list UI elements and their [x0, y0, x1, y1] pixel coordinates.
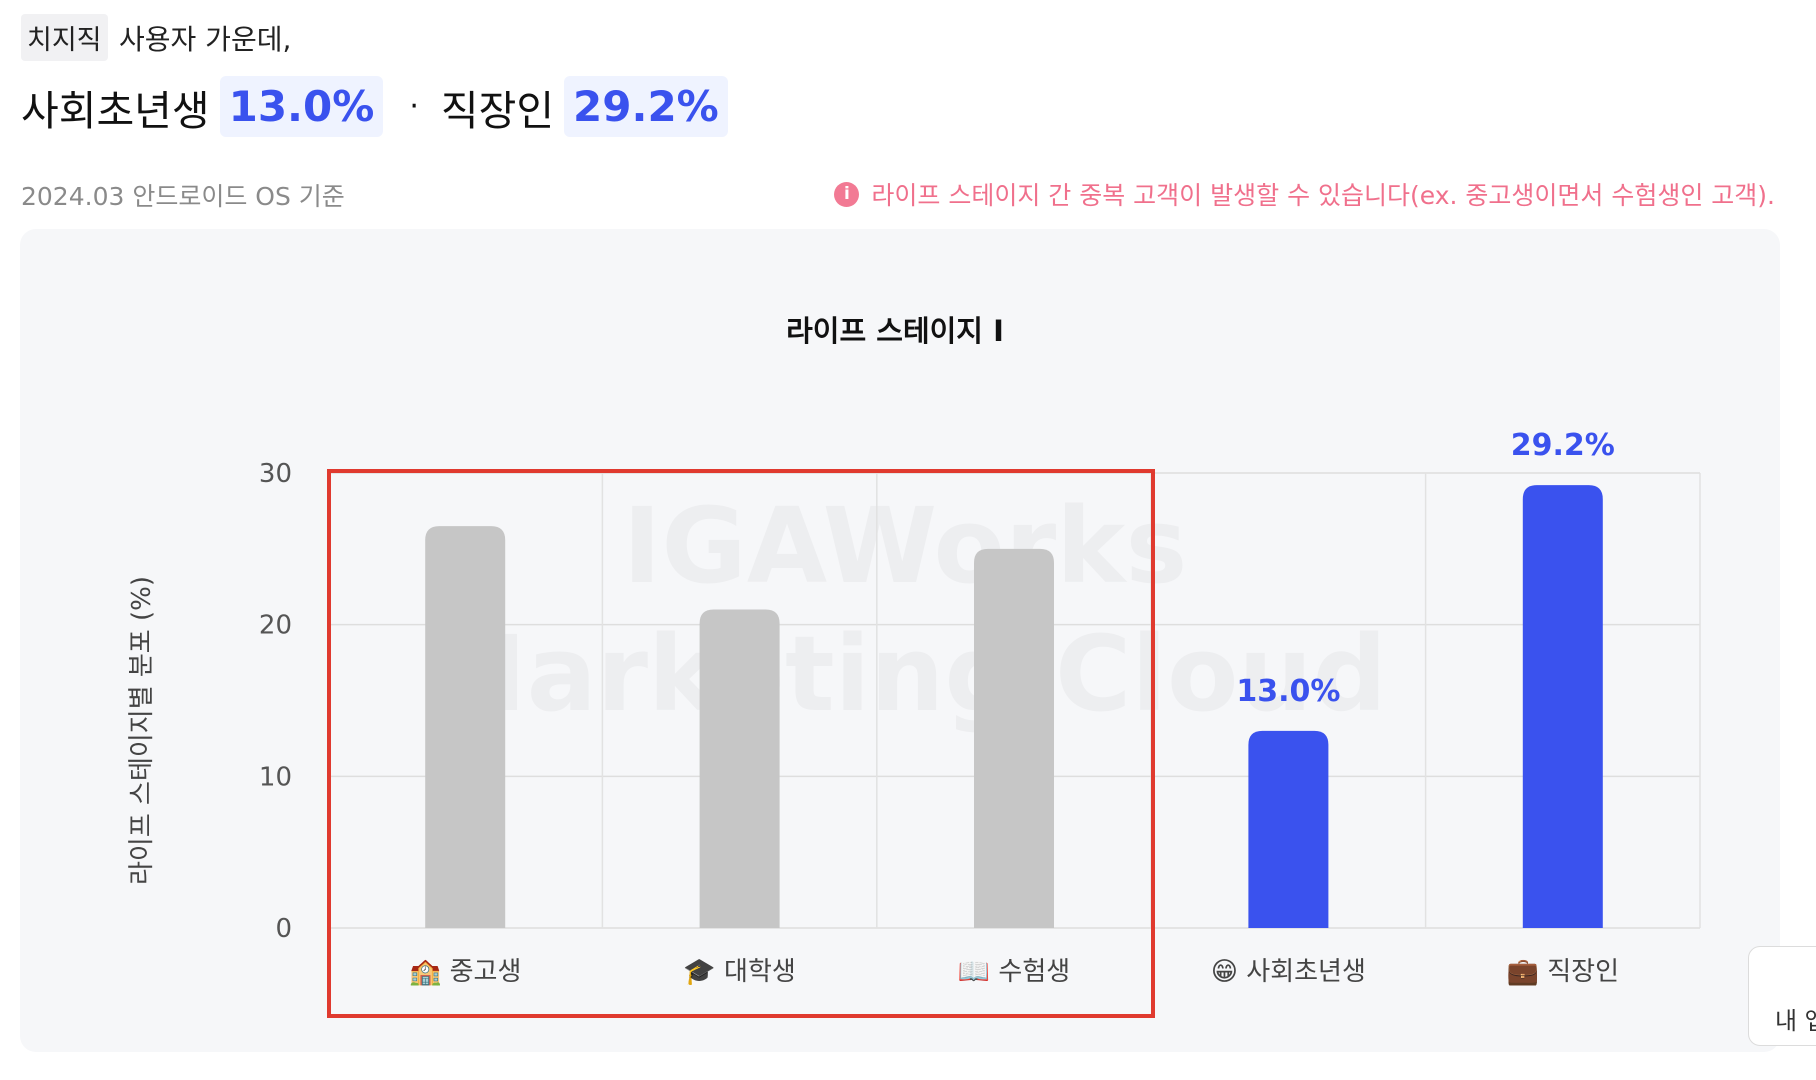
bar — [425, 526, 506, 928]
chart-card — [20, 229, 1780, 1052]
basis-text: 2024.03 안드로이드 OS 기준 — [21, 182, 345, 211]
my-app-widget[interactable]: 내 앱 — [1748, 946, 1816, 1046]
notice: i 라이프 스테이지 간 중복 고객이 발생할 수 있습니다(ex. 중고생이면… — [834, 176, 1775, 212]
x-category-label: 💼 직장인 — [1507, 957, 1619, 987]
highlight1-value: 13.0% — [219, 76, 384, 137]
bar — [699, 609, 780, 928]
info-icon: i — [834, 181, 860, 207]
my-app-widget-label: 내 앱 — [1775, 1007, 1816, 1035]
y-tick-label: 20 — [259, 611, 292, 641]
y-tick-label: 0 — [275, 914, 292, 944]
bar — [1248, 730, 1329, 928]
headline-separator: · — [409, 89, 419, 124]
bar — [1522, 485, 1603, 928]
highlight2-value: 29.2% — [564, 76, 728, 137]
highlight2-label: 직장인 — [440, 86, 555, 135]
bar-data-label: 29.2% — [1511, 428, 1615, 463]
y-tick-label: 10 — [259, 762, 292, 792]
y-axis-label: 라이프 스테이지별 분포 (%) — [127, 576, 157, 885]
x-category-label: 🏫 중고생 — [409, 957, 521, 987]
x-category-label: 🎓 대학생 — [683, 957, 795, 987]
highlight-box — [327, 469, 1155, 1018]
highlight1-label: 사회초년생 — [21, 86, 210, 135]
intro-text: 사용자 가운데, — [119, 23, 292, 56]
app-name-tag: 치지직 — [21, 14, 108, 61]
watermark-line1: IGAWorks — [623, 485, 1188, 607]
bar — [974, 548, 1054, 928]
chart-title: 라이프 스테이지 I — [786, 314, 1004, 348]
headline: 사회초년생 13.0% · 직장인 29.2% — [21, 76, 738, 137]
notice-text: 라이프 스테이지 간 중복 고객이 발생할 수 있습니다(ex. 중고생이면서 … — [871, 181, 1775, 210]
y-tick-label: 30 — [259, 459, 292, 489]
bar-data-label: 13.0% — [1236, 674, 1340, 709]
x-category-label: 📖 수험생 — [958, 957, 1070, 987]
x-category-label: 😁 사회초년생 — [1211, 957, 1366, 987]
